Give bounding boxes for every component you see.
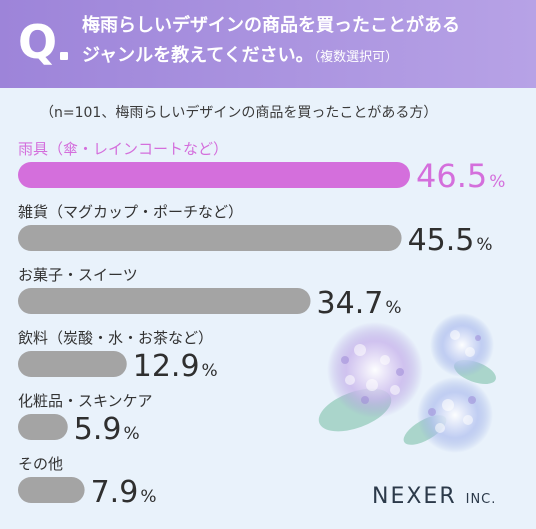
question-text: 梅雨らしいデザインの商品を買ったことがある ジャンルを教えてください。（複数選択… [82,11,522,73]
category-label: 飲料（炭酸・水・お茶など） [18,329,213,347]
brand-suffix: INC. [465,492,497,507]
q-mark: Q [18,15,58,69]
bar [18,477,85,503]
value-label: 46.5 [416,157,487,195]
question-note: （複数選択可） [313,50,399,65]
value-label: 45.5 [408,223,475,258]
q-dot [60,52,68,60]
percent-label: % [140,487,156,507]
question-line-2: ジャンルを教えてください。（複数選択可） [82,41,522,73]
question-line-2-main: ジャンルを教えてください。 [82,45,314,66]
value-label: 7.9 [91,475,139,510]
category-label: その他 [18,455,63,473]
category-label: 化粧品・スキンケア [18,392,153,410]
bar [18,288,311,314]
percent-label: % [489,172,505,192]
bar [18,351,127,377]
percent-label: % [476,235,492,255]
brand-logo: NEXER INC. [372,484,496,509]
percent-label: % [385,298,401,318]
question-line-1: 梅雨らしいデザインの商品を買ったことがある [82,15,460,36]
category-label: 雨具（傘・レインコートなど） [18,140,228,158]
category-label: お菓子・スイーツ [18,266,138,284]
value-label: 5.9 [74,412,122,447]
category-label: 雑貨（マグカップ・ポーチなど） [18,203,243,221]
brand-name: NEXER [372,484,457,509]
question-header: Q 梅雨らしいデザインの商品を買ったことがある ジャンルを教えてください。（複数… [0,0,536,88]
sample-note: （n=101、梅雨らしいデザインの商品を買ったことがある方） [40,105,438,121]
bar [18,225,402,251]
percent-label: % [123,424,139,444]
value-label: 34.7 [317,286,384,321]
percent-label: % [202,361,218,381]
value-label: 12.9 [133,349,200,384]
bar [18,162,410,188]
bar [18,414,68,440]
